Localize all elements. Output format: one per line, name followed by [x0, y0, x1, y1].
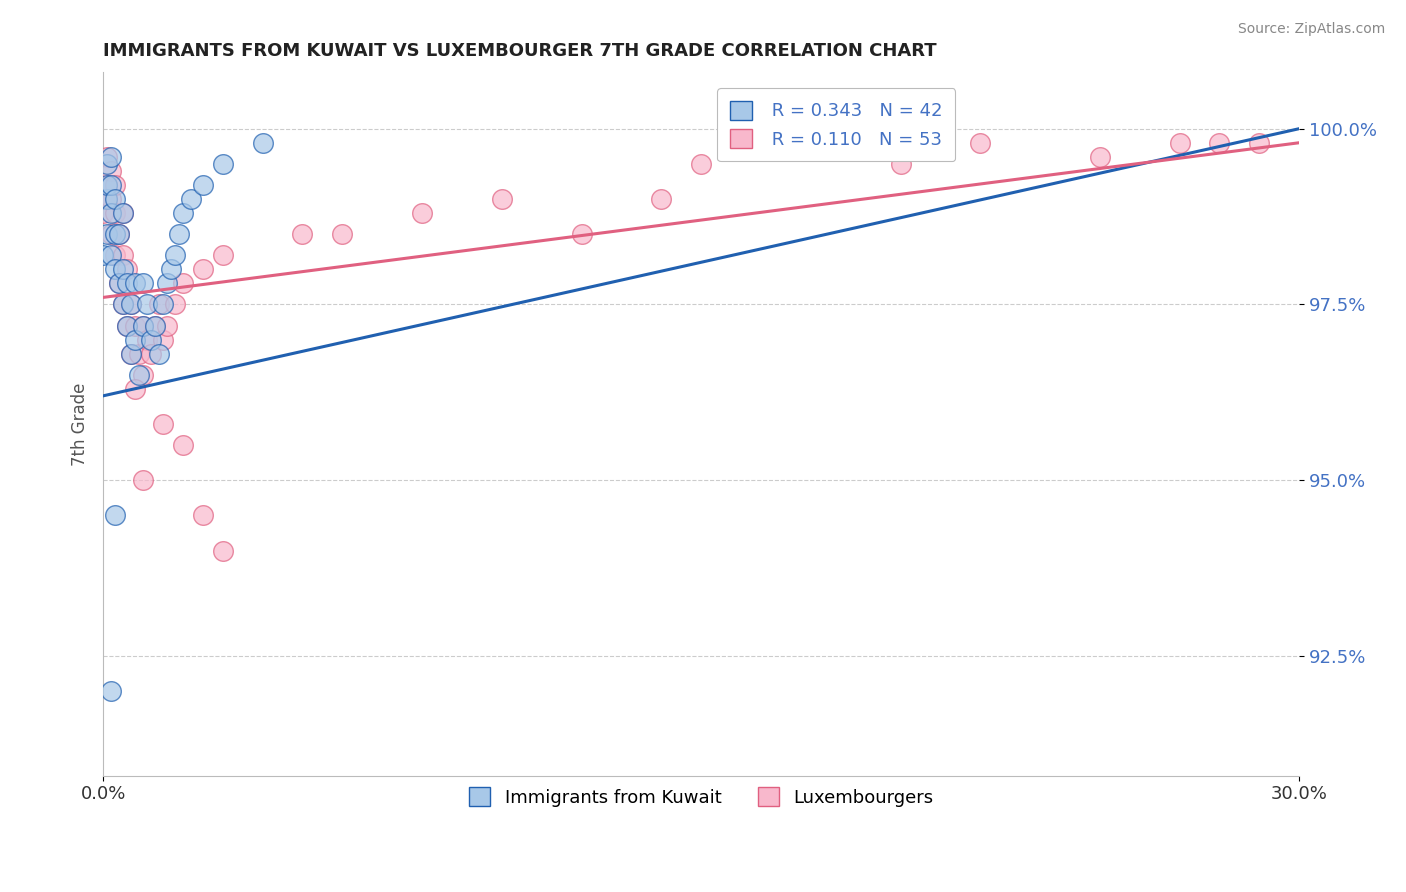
- Point: [112, 206, 135, 220]
- Point: [191, 508, 214, 523]
- Point: [889, 157, 911, 171]
- Point: [411, 206, 433, 220]
- Point: [124, 382, 146, 396]
- Point: [96, 178, 118, 192]
- Point: [730, 136, 752, 150]
- Point: [132, 473, 155, 487]
- Point: [172, 277, 194, 291]
- Point: [96, 178, 118, 192]
- Point: [291, 227, 314, 241]
- Point: [120, 346, 142, 360]
- Point: [100, 192, 122, 206]
- Point: [156, 318, 179, 333]
- Point: [491, 192, 513, 206]
- Point: [152, 333, 174, 347]
- Point: [104, 178, 127, 192]
- Point: [112, 248, 135, 262]
- Point: [252, 136, 274, 150]
- Point: [108, 227, 131, 241]
- Point: [163, 297, 186, 311]
- Point: [136, 333, 159, 347]
- Point: [143, 318, 166, 333]
- Point: [128, 368, 150, 382]
- Point: [211, 543, 233, 558]
- Point: [115, 318, 138, 333]
- Point: [112, 206, 135, 220]
- Point: [160, 262, 183, 277]
- Point: [148, 346, 170, 360]
- Point: [690, 157, 713, 171]
- Point: [91, 206, 114, 220]
- Point: [132, 277, 155, 291]
- Point: [96, 192, 118, 206]
- Point: [100, 150, 122, 164]
- Point: [115, 318, 138, 333]
- Point: [969, 136, 991, 150]
- Point: [104, 227, 127, 241]
- Point: [191, 262, 214, 277]
- Point: [152, 297, 174, 311]
- Point: [1249, 136, 1271, 150]
- Point: [191, 178, 214, 192]
- Text: IMMIGRANTS FROM KUWAIT VS LUXEMBOURGER 7TH GRADE CORRELATION CHART: IMMIGRANTS FROM KUWAIT VS LUXEMBOURGER 7…: [103, 42, 936, 60]
- Point: [96, 192, 118, 206]
- Point: [1208, 136, 1230, 150]
- Y-axis label: 7th Grade: 7th Grade: [72, 383, 89, 466]
- Point: [120, 346, 142, 360]
- Point: [124, 333, 146, 347]
- Point: [139, 346, 162, 360]
- Point: [211, 248, 233, 262]
- Point: [136, 297, 159, 311]
- Point: [115, 262, 138, 277]
- Point: [132, 368, 155, 382]
- Point: [96, 150, 118, 164]
- Point: [100, 684, 122, 698]
- Point: [120, 297, 142, 311]
- Point: [143, 318, 166, 333]
- Point: [100, 206, 122, 220]
- Point: [104, 262, 127, 277]
- Point: [96, 157, 118, 171]
- Point: [108, 227, 131, 241]
- Point: [132, 318, 155, 333]
- Point: [650, 192, 672, 206]
- Point: [96, 227, 118, 241]
- Point: [571, 227, 593, 241]
- Point: [100, 178, 122, 192]
- Point: [112, 262, 135, 277]
- Point: [91, 248, 114, 262]
- Point: [132, 318, 155, 333]
- Point: [115, 277, 138, 291]
- Point: [104, 192, 127, 206]
- Point: [108, 277, 131, 291]
- Point: [112, 297, 135, 311]
- Point: [112, 297, 135, 311]
- Point: [172, 438, 194, 452]
- Point: [104, 206, 127, 220]
- Point: [124, 318, 146, 333]
- Point: [148, 297, 170, 311]
- Point: [124, 277, 146, 291]
- Point: [180, 192, 202, 206]
- Point: [330, 227, 353, 241]
- Point: [211, 157, 233, 171]
- Point: [104, 508, 127, 523]
- Point: [167, 227, 190, 241]
- Point: [108, 277, 131, 291]
- Point: [1088, 150, 1111, 164]
- Text: Source: ZipAtlas.com: Source: ZipAtlas.com: [1237, 22, 1385, 37]
- Point: [128, 346, 150, 360]
- Point: [156, 277, 179, 291]
- Point: [152, 417, 174, 431]
- Point: [120, 297, 142, 311]
- Point: [100, 164, 122, 178]
- Legend: Immigrants from Kuwait, Luxembourgers: Immigrants from Kuwait, Luxembourgers: [460, 779, 943, 815]
- Point: [100, 248, 122, 262]
- Point: [163, 248, 186, 262]
- Point: [172, 206, 194, 220]
- Point: [1168, 136, 1191, 150]
- Point: [104, 248, 127, 262]
- Point: [139, 333, 162, 347]
- Point: [100, 227, 122, 241]
